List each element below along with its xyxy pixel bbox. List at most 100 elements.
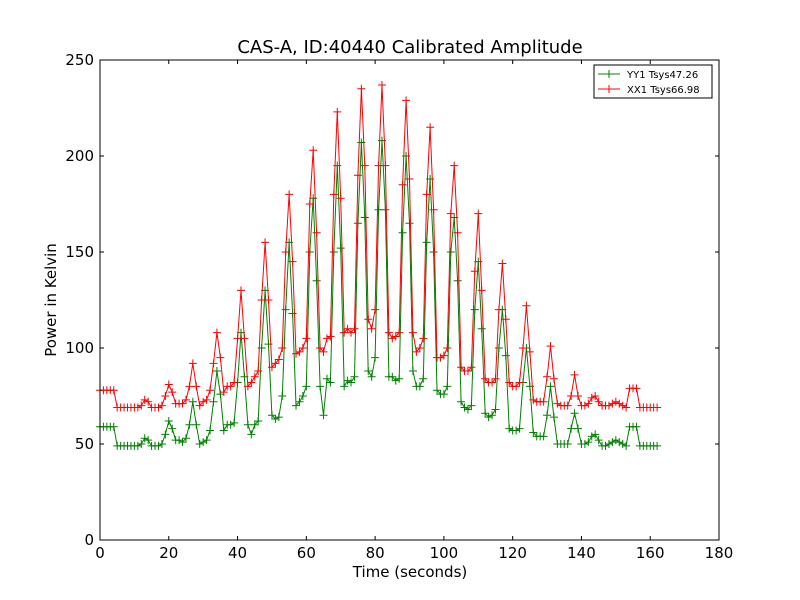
data-point: [188, 359, 197, 368]
data-point: [350, 324, 359, 333]
chart-title: CAS-A, ID:40440 Calibrated Amplitude: [237, 37, 582, 58]
data-point: [398, 228, 407, 237]
data-point: [185, 382, 194, 391]
data-point: [439, 351, 448, 360]
data-point: [243, 420, 252, 429]
data-point: [288, 257, 297, 266]
axis-ticks: 0 20 40 60 80 100 120 140 160 180 0 50 100 150 200 250: [65, 51, 733, 562]
data-point: [298, 392, 307, 400]
x-tick-label: 0: [95, 544, 105, 562]
data-point: [446, 248, 455, 256]
data-point: [546, 342, 555, 351]
data-point: [164, 380, 173, 389]
data-point: [192, 382, 201, 391]
data-point: [412, 347, 421, 356]
data-point: [202, 395, 211, 404]
plot-area: [96, 60, 719, 540]
data-point: [615, 399, 624, 408]
data-point: [281, 305, 290, 314]
data-point: [653, 403, 662, 412]
data-point: [505, 424, 514, 433]
legend-label: YY1 Tsys47.26: [626, 70, 698, 81]
data-point: [395, 374, 404, 383]
data-point: [140, 395, 149, 404]
y-axis-label: Power in Kelvin: [42, 243, 60, 357]
data-point: [405, 175, 414, 184]
data-point: [360, 213, 369, 222]
data-point: [488, 378, 497, 387]
x-tick-label: 60: [297, 544, 316, 562]
data-point: [247, 430, 256, 439]
data-point: [305, 248, 314, 256]
data-point: [226, 420, 235, 429]
data-point: [553, 399, 562, 408]
data-point: [371, 353, 380, 362]
data-point: [491, 374, 500, 383]
data-point: [285, 190, 294, 199]
data-point: [529, 395, 538, 404]
data-point: [580, 401, 589, 410]
data-point: [419, 334, 428, 343]
data-point: [422, 190, 431, 199]
data-point: [199, 397, 208, 406]
data-point: [457, 363, 466, 372]
data-point: [144, 436, 153, 445]
data-point: [501, 351, 510, 360]
data-point: [209, 397, 218, 406]
data-point: [549, 413, 558, 422]
data-point: [450, 161, 459, 170]
data-point: [168, 424, 177, 433]
data-point: [254, 367, 263, 376]
data-point: [494, 344, 503, 352]
data-point: [236, 286, 245, 295]
data-point: [109, 422, 118, 431]
data-point: [591, 430, 600, 439]
data-point: [419, 374, 428, 383]
data-point: [591, 392, 600, 400]
data-point: [587, 432, 596, 441]
data-point: [443, 344, 452, 352]
data-point: [594, 436, 603, 445]
data-point: [347, 328, 356, 337]
data-point: [302, 382, 311, 391]
data-point: [357, 84, 366, 93]
data-point: [137, 401, 146, 410]
x-tick-label: 160: [636, 544, 665, 562]
data-point: [216, 390, 225, 399]
data-point: [481, 409, 490, 418]
data-point: [539, 397, 548, 406]
data-point: [326, 378, 335, 387]
data-point: [243, 382, 252, 391]
data-point: [360, 161, 369, 170]
data-point: [632, 422, 641, 431]
data-point: [343, 376, 352, 385]
data-point: [498, 259, 507, 268]
data-point: [271, 359, 280, 368]
data-point: [333, 107, 342, 116]
x-tick-label: 80: [366, 544, 385, 562]
data-point: [501, 315, 510, 324]
data-point: [178, 438, 187, 447]
data-point: [518, 344, 527, 352]
data-point: [109, 386, 118, 395]
y-tick-label: 250: [65, 51, 94, 69]
plot-frame: [99, 59, 720, 541]
data-point: [264, 296, 273, 304]
data-point: [181, 395, 190, 404]
data-point: [202, 436, 211, 445]
data-point: [574, 424, 583, 433]
data-point: [295, 347, 304, 356]
data-point: [343, 324, 352, 333]
data-point: [463, 367, 472, 376]
data-point: [439, 390, 448, 399]
data-point: [326, 332, 335, 341]
data-point: [137, 440, 146, 448]
data-point: [622, 441, 631, 450]
data-point: [546, 382, 555, 391]
data-point: [494, 305, 503, 314]
data-point: [484, 413, 493, 422]
data-point: [522, 301, 531, 310]
data-point: [340, 382, 349, 391]
data-point: [608, 438, 617, 447]
data-point: [601, 441, 610, 450]
